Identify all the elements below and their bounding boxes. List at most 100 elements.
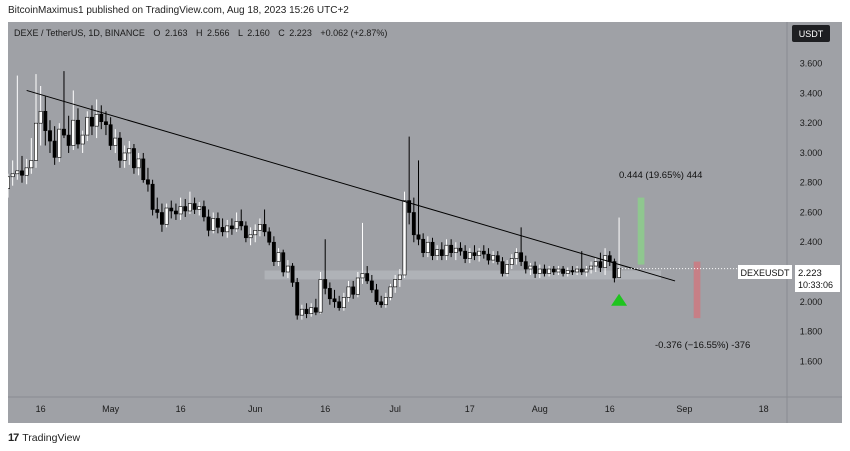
- candle: [215, 212, 220, 234]
- candle: [113, 129, 118, 153]
- candle-body: [132, 148, 136, 169]
- x-tick-label: Jul: [389, 404, 401, 414]
- candle: [271, 236, 276, 267]
- candle: [481, 245, 486, 259]
- y-tick-label: 2.800: [800, 178, 823, 188]
- candle-body: [570, 270, 575, 273]
- candle-body: [187, 203, 192, 212]
- candle-body: [542, 268, 547, 274]
- candle: [397, 269, 402, 287]
- legend-open: 2.163: [165, 28, 188, 38]
- x-tick-label: May: [102, 404, 120, 414]
- candle-body: [607, 255, 612, 262]
- candle-body: [579, 268, 584, 273]
- y-tick-label: 2.600: [800, 207, 823, 217]
- candle: [76, 108, 80, 149]
- candle-body: [304, 308, 309, 314]
- candle: [603, 248, 608, 275]
- candle: [234, 212, 239, 232]
- candle-body: [160, 212, 164, 225]
- candle-body: [547, 268, 552, 274]
- candle: [453, 242, 458, 261]
- candle: [243, 221, 248, 243]
- candle: [393, 274, 398, 293]
- candle: [425, 236, 430, 258]
- candle-body: [551, 268, 556, 273]
- chart-panel[interactable]: 3.6003.4003.2003.0002.8002.6002.4002.200…: [6, 22, 842, 423]
- candle: [509, 254, 514, 270]
- candle-body: [458, 247, 463, 252]
- candle: [141, 152, 146, 183]
- candle-body: [481, 250, 486, 255]
- candle-body: [234, 221, 239, 230]
- candle-body: [393, 279, 398, 288]
- candle: [477, 248, 482, 262]
- candle-body: [509, 258, 514, 265]
- candle-body: [416, 234, 421, 240]
- candle-body: [248, 234, 253, 239]
- footer-brand[interactable]: 17 TradingView: [8, 430, 80, 446]
- target-up-box: [637, 197, 645, 265]
- candle-body: [38, 110, 43, 124]
- candle: [52, 126, 57, 165]
- candle-body: [267, 231, 272, 243]
- candle: [43, 96, 48, 146]
- candle-body: [491, 255, 496, 261]
- price-badge: DEXEUSDT 2.223 10:33:06: [738, 265, 840, 292]
- candle: [136, 152, 141, 176]
- candle-body: [355, 277, 360, 295]
- candle: [575, 266, 580, 275]
- candle: [285, 260, 290, 278]
- candle: [584, 266, 589, 277]
- candle-body: [276, 252, 281, 262]
- candle-body: [463, 250, 468, 259]
- candlestick-chart[interactable]: 3.6003.4003.2003.0002.8002.6002.4002.200…: [6, 22, 842, 423]
- target-down-box: [693, 261, 701, 319]
- candle-body: [150, 183, 155, 210]
- candle: [458, 242, 463, 256]
- y-tick-label: 1.800: [800, 327, 823, 337]
- candle-body: [290, 265, 295, 283]
- candle-body: [332, 298, 337, 303]
- candle-body: [533, 265, 538, 274]
- candle-body: [169, 207, 174, 212]
- x-tick-label: 16: [605, 404, 615, 414]
- candle: [29, 138, 34, 174]
- candle-body: [24, 167, 29, 176]
- bullish-arrow-icon: [611, 293, 628, 306]
- candle-body: [514, 252, 519, 259]
- x-tick-label: 18: [759, 404, 769, 414]
- candle-body: [262, 224, 267, 233]
- candle-body: [299, 308, 304, 316]
- candle-body: [519, 252, 524, 262]
- candle: [439, 242, 444, 261]
- currency-button[interactable]: USDT: [792, 25, 830, 42]
- candle: [360, 222, 365, 284]
- candle: [34, 74, 38, 168]
- candle-body: [80, 134, 85, 145]
- candle-body: [99, 113, 104, 123]
- candle: [24, 158, 29, 185]
- candle: [505, 260, 510, 277]
- candle: [304, 303, 309, 319]
- candle: [173, 203, 178, 220]
- support-zone: [264, 270, 662, 280]
- candle-body: [281, 252, 286, 273]
- candle-body: [29, 160, 34, 169]
- candle: [206, 209, 211, 237]
- legend-c-key: C: [278, 28, 285, 38]
- x-tick-label: 16: [36, 404, 46, 414]
- candle: [379, 295, 384, 308]
- candle: [309, 303, 314, 317]
- legend-close: 2.223: [289, 28, 312, 38]
- candle: [48, 120, 52, 153]
- candle-body: [20, 170, 24, 176]
- candle-body: [323, 279, 328, 289]
- candle-body: [383, 296, 388, 306]
- x-tick-label: 16: [176, 404, 186, 414]
- candle-body: [360, 273, 365, 279]
- candle: [197, 202, 202, 216]
- candle-body: [575, 268, 580, 273]
- candle-body: [318, 279, 323, 313]
- candle: [178, 197, 183, 220]
